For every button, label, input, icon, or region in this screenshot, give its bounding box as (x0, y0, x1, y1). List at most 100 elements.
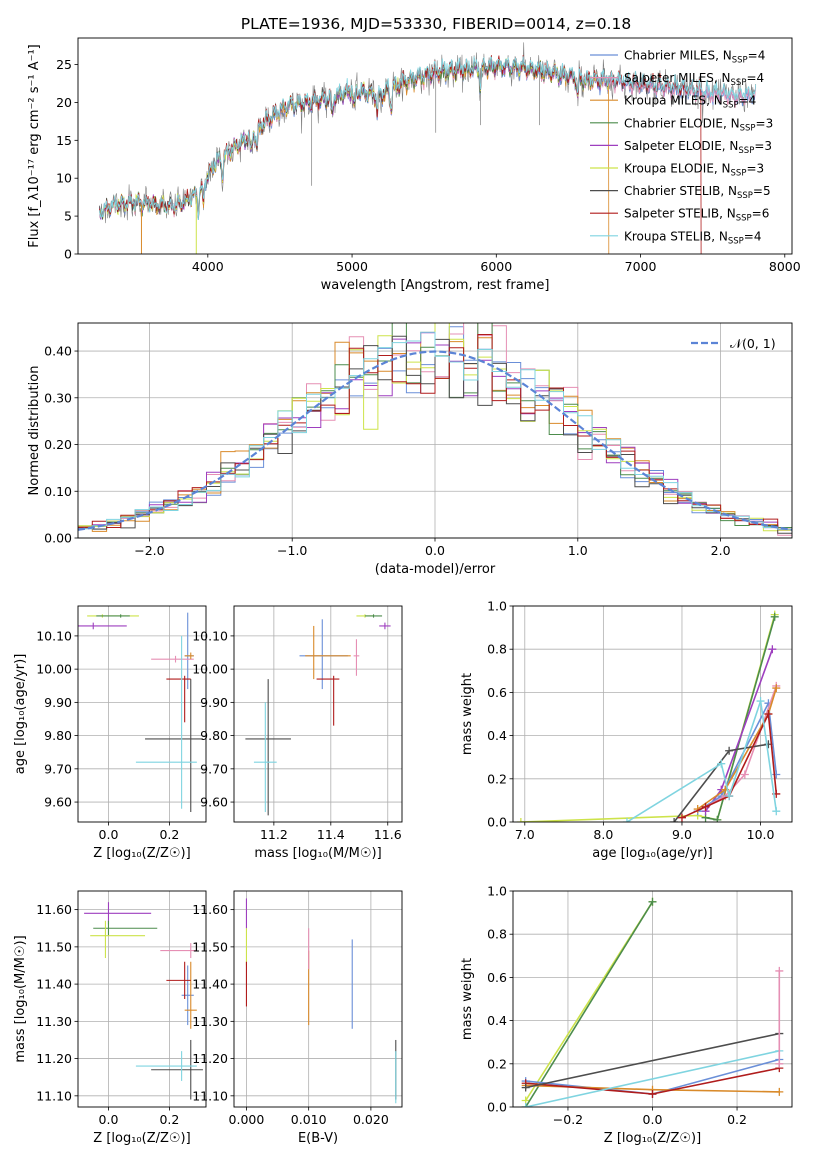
y-tick-label: 1.0 (487, 884, 507, 899)
y-tick-label: 11.60 (36, 902, 72, 917)
weight-marker (775, 1059, 784, 1068)
y-axis-label: mass weight (460, 673, 475, 755)
errorbar-point (245, 679, 291, 816)
errorbar-point (316, 675, 340, 726)
y-tick-label: 11.40 (36, 977, 72, 992)
legend-label: Chabrier MILES, NSSP=4 (624, 49, 765, 66)
chart-mass_vs_Z: 0.0 0.2 11.10 11.20 11.30 11.40 11.50 11.60 Z [l… (13, 890, 207, 1146)
legend-model-name: Salpeter STELIB (624, 207, 719, 221)
y-tick-label: 11.10 (192, 1088, 228, 1103)
x-axis-label: E(B-V) (298, 1131, 338, 1146)
errorbar-point (151, 1039, 203, 1100)
y-tick-label: 0.30 (44, 390, 72, 405)
x-tick-label: 0.0 (425, 543, 445, 558)
weight-line (525, 1050, 780, 1107)
y-tick-label: 0.4 (487, 1013, 507, 1028)
y-tick-label: 1.0 (487, 599, 507, 614)
legend-label: Chabrier ELODIE, NSSP=3 (624, 116, 773, 133)
errorbar-point (253, 702, 277, 813)
weight-line (520, 614, 776, 822)
weight-marker (677, 813, 686, 822)
y-tick-label: 9.80 (200, 728, 228, 743)
weight-marker (772, 684, 781, 693)
legend-model-name: Chabrier STELIB (624, 184, 720, 198)
spectrum-model-line (99, 56, 609, 219)
histogram-kroupa-stelib (78, 331, 792, 530)
x-axis-label: (data-model)/error (375, 562, 496, 577)
legend-label: Kroupa ELODIE, NSSP=3 (624, 162, 764, 179)
weight-marker (717, 759, 726, 768)
y-axis-label: Normed distribution (27, 366, 42, 496)
plot-area-weight_vs_Z (521, 897, 784, 1107)
legend-nssp-eq: = (753, 184, 763, 198)
legend-nssp-prefix: , N (711, 229, 728, 243)
weight-marker (516, 818, 525, 822)
x-tick-label: 0.0 (99, 827, 119, 842)
weight-marker (622, 818, 631, 822)
legend-nssp-eq: = (746, 71, 756, 85)
legend-nssp-prefix: , N (719, 207, 736, 221)
x-tick-label: 1.0 (568, 543, 588, 558)
legend-label: Salpeter STELIB, NSSP=6 (624, 207, 769, 224)
spectrum-model-line (99, 56, 757, 221)
y-tick-label: 9.90 (44, 695, 72, 710)
weight-marker (521, 1083, 530, 1092)
y-tick-label: 0.20 (44, 437, 72, 452)
weight-marker (725, 746, 734, 755)
errorbar-point (353, 639, 360, 676)
x-tick-label: 5000 (336, 259, 368, 274)
legend-nssp-eq: = (748, 49, 758, 63)
legend-nssp-eq: = (752, 207, 762, 221)
errorbar-point (84, 902, 152, 925)
y-tick-label: 11.20 (36, 1051, 72, 1066)
plot-area-age_vs_Z (78, 612, 203, 813)
y-tick-label: 9.60 (200, 795, 228, 810)
y-tick-label: 0.8 (487, 927, 507, 942)
plot-area-mass_vs_EBV (245, 898, 397, 1104)
legend-nssp-prefix: , N (723, 116, 740, 130)
errorbar-point (184, 652, 194, 660)
weight-line (705, 685, 778, 808)
x-tick-label: −1.0 (277, 543, 307, 558)
spectrum-model-line (99, 58, 609, 219)
weight-marker (764, 710, 773, 718)
axes-frame (233, 890, 403, 1108)
legend-nssp-value: 4 (757, 71, 765, 85)
legend-nssp-sub: SSP (731, 169, 747, 179)
legend-label: Salpeter MILES, NSSP=4 (624, 71, 764, 88)
x-axis-label: wavelength [Angstrom, rest frame] (321, 278, 550, 293)
legend-nssp-sub: SSP (723, 101, 739, 111)
legend-model-name: Chabrier MILES (624, 49, 715, 63)
weight-line (626, 700, 778, 822)
y-axis-label: age [log₁₀(age/yr)] (13, 654, 28, 775)
legend-nssp-value: 5 (763, 184, 771, 198)
weight-line (525, 1032, 780, 1089)
x-tick-label: 0.010 (291, 1112, 327, 1127)
x-tick-label: −0.2 (553, 1112, 583, 1127)
plot-area-spectrum (99, 42, 757, 254)
weight-marker (701, 802, 710, 811)
axes-frame (77, 37, 793, 255)
y-axis-label: mass weight (460, 958, 475, 1040)
y-tick-label: 9.70 (44, 761, 72, 776)
x-tick-label: 8.0 (593, 827, 613, 842)
legend-nssp-sub: SSP (732, 56, 748, 66)
weight-marker (756, 697, 765, 706)
legend-nssp-sub: SSP (738, 146, 754, 156)
errorbar-point (184, 961, 197, 1029)
y-tick-label: 9.70 (200, 761, 228, 776)
y-tick-label: 0.00 (44, 531, 72, 546)
errorbar-point (364, 614, 383, 618)
y-tick-label: 0 (64, 247, 72, 262)
legend-model-name: Kroupa MILES (624, 94, 706, 108)
x-tick-label: 10.0 (747, 827, 775, 842)
errorbar-point (90, 920, 146, 959)
legend-nssp-value: 4 (758, 49, 766, 63)
legend-nssp-eq: = (744, 229, 754, 243)
legend-nssp-prefix: , N (720, 184, 737, 198)
weight-marker (772, 807, 781, 816)
spectrum-model-line (99, 59, 609, 221)
errorbar-point (379, 622, 391, 630)
